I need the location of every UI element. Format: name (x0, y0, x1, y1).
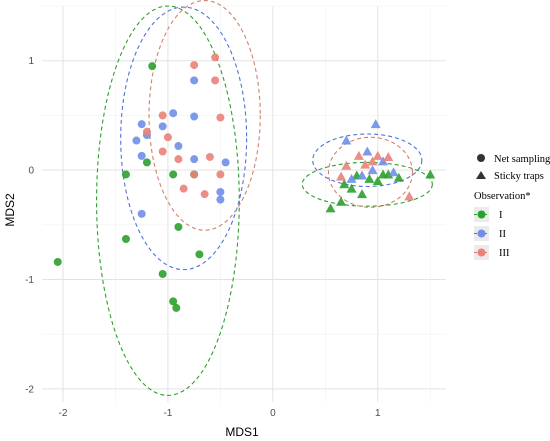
legend-label-ii: II (499, 229, 506, 240)
point-net-sampling-i (121, 235, 130, 244)
point-net-sampling-ii (132, 136, 141, 145)
point-sticky-traps-iii (404, 191, 415, 201)
legend-sticky-traps-triangle (476, 171, 486, 179)
point-net-sampling-i (121, 170, 130, 179)
point-sticky-traps-iii (360, 159, 371, 169)
point-net-sampling-ii (137, 209, 146, 218)
legend-title: Observation* (474, 191, 531, 202)
point-net-sampling-iii (211, 76, 220, 85)
point-sticky-traps-i (336, 196, 347, 206)
point-sticky-traps-i (425, 169, 436, 179)
ellipse-group-i (301, 161, 433, 207)
point-sticky-traps-ii (346, 173, 357, 183)
legend-sticky-traps-label: Sticky traps (494, 171, 544, 182)
point-net-sampling-i (53, 257, 62, 266)
point-net-sampling-i (172, 303, 181, 312)
point-net-sampling-ii (216, 195, 225, 204)
point-net-sampling-iii (205, 152, 214, 161)
point-net-sampling-i (174, 222, 183, 231)
point-net-sampling-i (169, 170, 178, 179)
point-net-sampling-iii (216, 113, 225, 122)
point-sticky-traps-ii (367, 165, 378, 175)
point-sticky-traps-i (364, 173, 375, 183)
data-points (53, 53, 436, 312)
point-net-sampling-iii (216, 170, 225, 179)
point-net-sampling-ii (137, 151, 146, 160)
point-sticky-traps-iii (383, 151, 394, 161)
grid (42, 5, 446, 402)
y-tick-label: -2 (25, 384, 34, 395)
ellipse-group-ii (312, 133, 423, 188)
tick-labels: -2 -1 0 1 -2 -1 0 1 (25, 56, 381, 419)
point-sticky-traps-i (346, 183, 357, 193)
point-net-sampling-iii (179, 184, 188, 193)
y-tick-label: 1 (28, 56, 34, 67)
point-sticky-traps-i (393, 172, 404, 182)
point-sticky-traps-ii (341, 135, 352, 145)
point-net-sampling-ii (190, 76, 199, 85)
x-tick-label: -1 (163, 408, 172, 419)
y-tick-label: 0 (28, 166, 34, 177)
x-axis-title: MDS1 (225, 425, 259, 439)
ellipse-group-i (96, 5, 240, 396)
ellipse-group-iii (327, 136, 413, 208)
legend-net-sampling-label: Net sampling (494, 154, 550, 165)
point-sticky-traps-i (339, 179, 350, 189)
point-net-sampling-i (158, 270, 167, 279)
x-tick-label: 1 (375, 408, 381, 419)
point-sticky-traps-iii (336, 171, 347, 181)
x-tick-label: 0 (270, 408, 276, 419)
point-net-sampling-i (195, 250, 204, 259)
point-sticky-traps-i (325, 203, 336, 213)
point-sticky-traps-iii (353, 150, 364, 160)
point-sticky-traps-iii (372, 150, 383, 160)
x-tick-label: -2 (59, 408, 68, 419)
point-sticky-traps-ii (388, 167, 399, 177)
point-net-sampling-ii (174, 142, 183, 151)
point-net-sampling-ii (137, 120, 146, 129)
point-net-sampling-iii (158, 111, 167, 120)
point-net-sampling-iii (200, 190, 209, 199)
point-sticky-traps-i (357, 189, 368, 199)
point-net-sampling-iii (158, 147, 167, 156)
point-net-sampling-ii (221, 158, 230, 167)
point-net-sampling-ii (169, 109, 178, 118)
point-net-sampling-iii (163, 133, 172, 142)
point-sticky-traps-ii (357, 170, 368, 180)
point-net-sampling-iii (142, 127, 151, 136)
ellipse-group-ii (120, 6, 248, 271)
point-net-sampling-iii (190, 61, 199, 70)
point-sticky-traps-ii (362, 146, 373, 156)
point-net-sampling-iii (211, 53, 220, 62)
legend: Net sampling Sticky traps Observation* I… (474, 154, 550, 260)
point-net-sampling-ii (190, 112, 199, 121)
point-net-sampling-iii (190, 170, 199, 179)
confidence-ellipses (96, 0, 433, 396)
point-net-sampling-i (148, 62, 157, 71)
point-net-sampling-i (142, 158, 151, 167)
legend-key-dot-i (477, 210, 486, 219)
point-net-sampling-iii (174, 155, 183, 164)
point-sticky-traps-iii (341, 160, 352, 170)
point-net-sampling-ii (190, 155, 199, 164)
point-net-sampling-i (169, 297, 178, 306)
point-sticky-traps-i (372, 176, 383, 186)
y-tick-label: -1 (25, 275, 34, 286)
y-axis-title: MDS2 (3, 193, 17, 227)
legend-net-sampling-circle (477, 154, 485, 162)
point-net-sampling-ii (158, 122, 167, 131)
point-sticky-traps-ii (370, 119, 381, 129)
legend-label-i: I (499, 210, 503, 221)
legend-key-dot-iii (477, 248, 486, 257)
point-net-sampling-ii (216, 187, 225, 196)
point-sticky-traps-iii (367, 156, 378, 166)
point-sticky-traps-ii (378, 156, 389, 166)
legend-key-dot-ii (477, 229, 486, 238)
legend-label-iii: III (499, 248, 510, 259)
ellipse-group-iii (148, 0, 261, 231)
